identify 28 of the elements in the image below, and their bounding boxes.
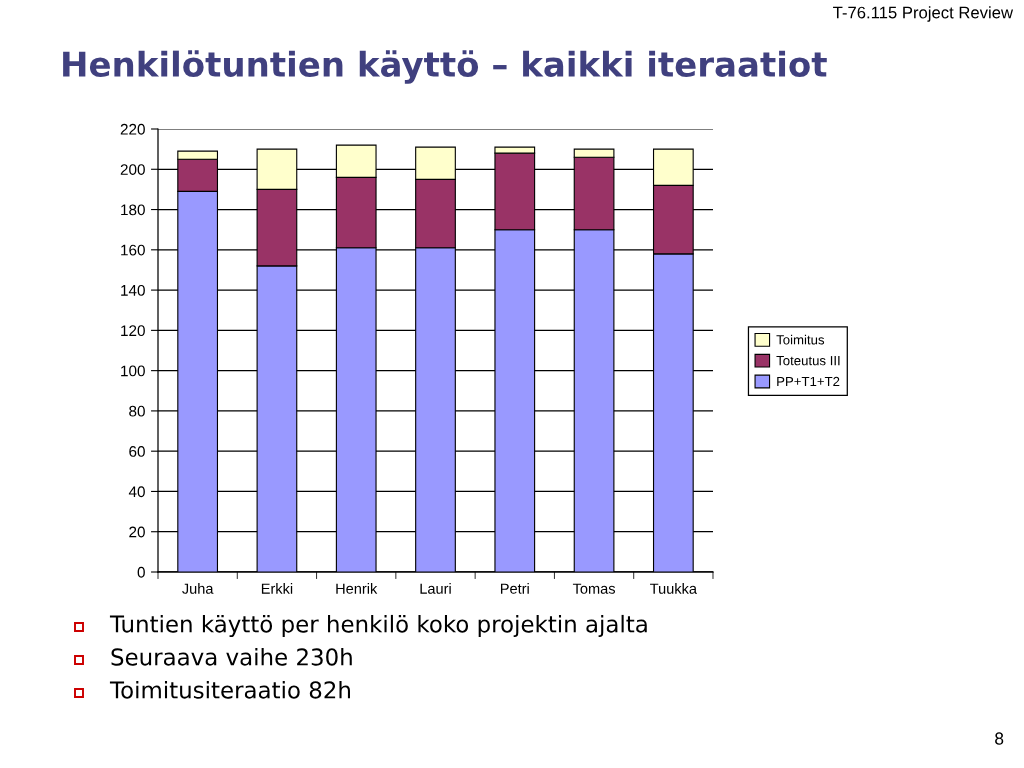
x-tick-label: Tuukka [650,583,697,594]
y-tick-label: 0 [137,566,145,578]
y-tick-label: 40 [128,486,145,498]
y-tick-label: 140 [121,284,145,296]
text: Tuntien käyttö per henkilö koko projektin ajalta [109,614,647,638]
y-tick-label: 180 [121,204,145,216]
x-tick-label: Henrik [336,583,378,594]
x-tick-label: Erkki [261,583,293,594]
text: 8 [995,732,1004,745]
legend-label: PP+T1+T2 [777,376,840,386]
x-tick-label: Lauri [420,583,451,594]
text: Seuraava vaihe 230h [111,647,352,666]
y-tick-label: 80 [129,405,145,417]
y-tick-label: 120 [121,325,145,337]
y-tick-label: 160 [121,244,145,256]
text: Toimitusiteraatio 82h [109,680,350,699]
y-tick-label: 60 [129,446,145,457]
y-tick-label: 200 [120,164,145,175]
y-tick-label: 20 [129,526,145,538]
x-tick-label: Juha [182,583,214,594]
x-tick-label: Tomas [572,583,616,594]
chart-title: Henkilötuntien käyttö – kaikki iteraatiot [63,50,827,84]
y-tick-label: 220 [120,123,145,135]
legend-label: Toimitus [776,334,825,345]
text: T-76.115 Project Review [833,6,1014,22]
legend-label: Toteutus III [776,356,840,366]
x-tick-label: Petri [500,583,529,594]
y-tick-label: 100 [121,365,145,377]
